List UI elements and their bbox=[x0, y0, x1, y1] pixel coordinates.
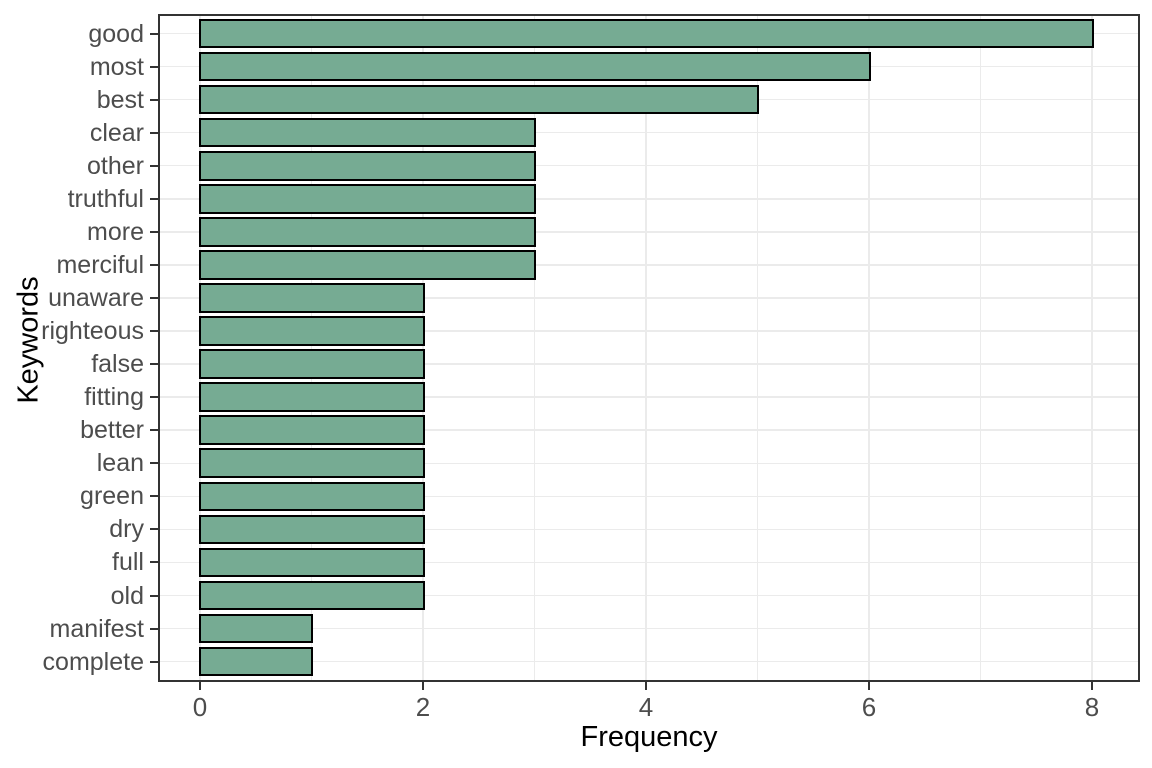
bar-full bbox=[198, 547, 425, 578]
bar-other bbox=[198, 150, 536, 181]
y-tick-mark bbox=[150, 660, 158, 663]
y-category-label: green bbox=[80, 482, 144, 511]
y-category-label: most bbox=[89, 52, 144, 81]
y-tick-mark bbox=[150, 131, 158, 134]
y-tick-mark bbox=[150, 429, 158, 432]
bar-righteous bbox=[198, 316, 425, 346]
gridline-y-major bbox=[160, 528, 1138, 531]
gridline-y-major bbox=[160, 462, 1138, 465]
y-tick-mark bbox=[150, 197, 158, 200]
y-category-label: merciful bbox=[56, 250, 144, 279]
gridline-y-major bbox=[160, 330, 1138, 332]
bar-unaware bbox=[198, 283, 425, 313]
y-tick-mark bbox=[150, 627, 158, 630]
bar-lean bbox=[198, 448, 425, 479]
gridline-y-major bbox=[160, 594, 1138, 597]
gridline-x-minor bbox=[534, 16, 535, 680]
y-category-label: manifest bbox=[49, 614, 144, 643]
x-tick-mark bbox=[868, 682, 870, 690]
y-tick-mark bbox=[150, 528, 158, 531]
gridline-y-major bbox=[160, 429, 1138, 431]
gridline-x-minor bbox=[980, 16, 981, 680]
bar-good bbox=[198, 18, 1094, 49]
y-tick-mark bbox=[150, 65, 158, 68]
bar-dry bbox=[198, 514, 425, 545]
gridline-x-major bbox=[422, 16, 424, 680]
gridline-y-major bbox=[160, 627, 1138, 630]
gridline-x-major bbox=[868, 16, 870, 680]
y-category-label: lean bbox=[96, 449, 144, 478]
gridline-x-minor bbox=[311, 16, 312, 680]
y-category-label: false bbox=[91, 350, 144, 379]
y-category-label: clear bbox=[89, 118, 144, 147]
gridline-x-minor bbox=[757, 16, 758, 680]
gridline-y-major bbox=[160, 495, 1138, 498]
gridline-y-major bbox=[160, 660, 1138, 663]
gridline-x-major bbox=[645, 16, 647, 680]
y-tick-mark bbox=[150, 396, 158, 399]
y-tick-mark bbox=[150, 296, 158, 299]
y-tick-mark bbox=[150, 462, 158, 465]
gridline-y-major bbox=[160, 363, 1138, 365]
bar-merciful bbox=[198, 250, 536, 280]
bar-old bbox=[198, 580, 425, 611]
gridline-y-major bbox=[160, 396, 1138, 398]
y-tick-mark bbox=[150, 164, 158, 167]
x-tick-label: 2 bbox=[415, 692, 431, 722]
gridline-y-major bbox=[160, 561, 1138, 564]
bar-complete bbox=[198, 646, 313, 677]
y-category-label: unaware bbox=[48, 283, 144, 312]
gridline-x-major bbox=[199, 16, 201, 680]
y-tick-mark bbox=[150, 230, 158, 233]
bar-more bbox=[198, 217, 536, 247]
gridline-y-major bbox=[160, 297, 1138, 299]
y-tick-mark bbox=[150, 495, 158, 498]
y-tick-mark bbox=[150, 98, 158, 101]
y-tick-mark bbox=[150, 363, 158, 366]
x-tick-mark bbox=[645, 682, 647, 690]
bar-truthful bbox=[198, 184, 536, 214]
bar-better bbox=[198, 415, 425, 445]
gridline-y-major bbox=[160, 264, 1138, 266]
y-category-label: dry bbox=[109, 515, 144, 544]
y-tick-mark bbox=[150, 330, 158, 333]
y-category-label: old bbox=[110, 581, 144, 610]
bar-fitting bbox=[198, 382, 425, 412]
gridline-y-major bbox=[160, 231, 1138, 233]
x-tick-label: 8 bbox=[1084, 692, 1100, 722]
x-tick-mark bbox=[422, 682, 424, 690]
gridline-x-major bbox=[1091, 16, 1093, 680]
y-tick-mark bbox=[150, 32, 158, 35]
y-category-label: righteous bbox=[41, 317, 144, 346]
x-tick-label: 0 bbox=[192, 692, 208, 722]
y-category-label: better bbox=[80, 416, 144, 445]
y-category-label: more bbox=[87, 217, 144, 246]
gridline-y-major bbox=[160, 198, 1138, 200]
bar-false bbox=[198, 349, 425, 379]
x-tick-mark bbox=[199, 682, 201, 690]
x-tick-label: 4 bbox=[638, 692, 654, 722]
bar-most bbox=[198, 51, 871, 82]
y-category-label: truthful bbox=[67, 184, 144, 213]
y-category-label: full bbox=[112, 548, 144, 577]
bar-clear bbox=[198, 117, 536, 148]
y-category-label: other bbox=[87, 151, 144, 180]
bar-best bbox=[198, 84, 759, 115]
y-category-label: good bbox=[88, 19, 144, 48]
y-category-label: best bbox=[96, 85, 144, 114]
gridline-y-major bbox=[160, 164, 1138, 167]
bar-manifest bbox=[198, 613, 313, 644]
y-tick-mark bbox=[150, 561, 158, 564]
y-category-label: fitting bbox=[84, 383, 144, 412]
x-axis-title: Frequency bbox=[580, 721, 718, 753]
y-category-label: complete bbox=[42, 647, 144, 676]
y-tick-mark bbox=[150, 263, 158, 266]
y-tick-mark bbox=[150, 594, 158, 597]
y-axis-title: Keywords bbox=[12, 276, 45, 404]
gridline-y-major bbox=[160, 131, 1138, 134]
x-tick-mark bbox=[1091, 682, 1093, 690]
bar-green bbox=[198, 481, 425, 512]
x-tick-label: 6 bbox=[861, 692, 877, 722]
